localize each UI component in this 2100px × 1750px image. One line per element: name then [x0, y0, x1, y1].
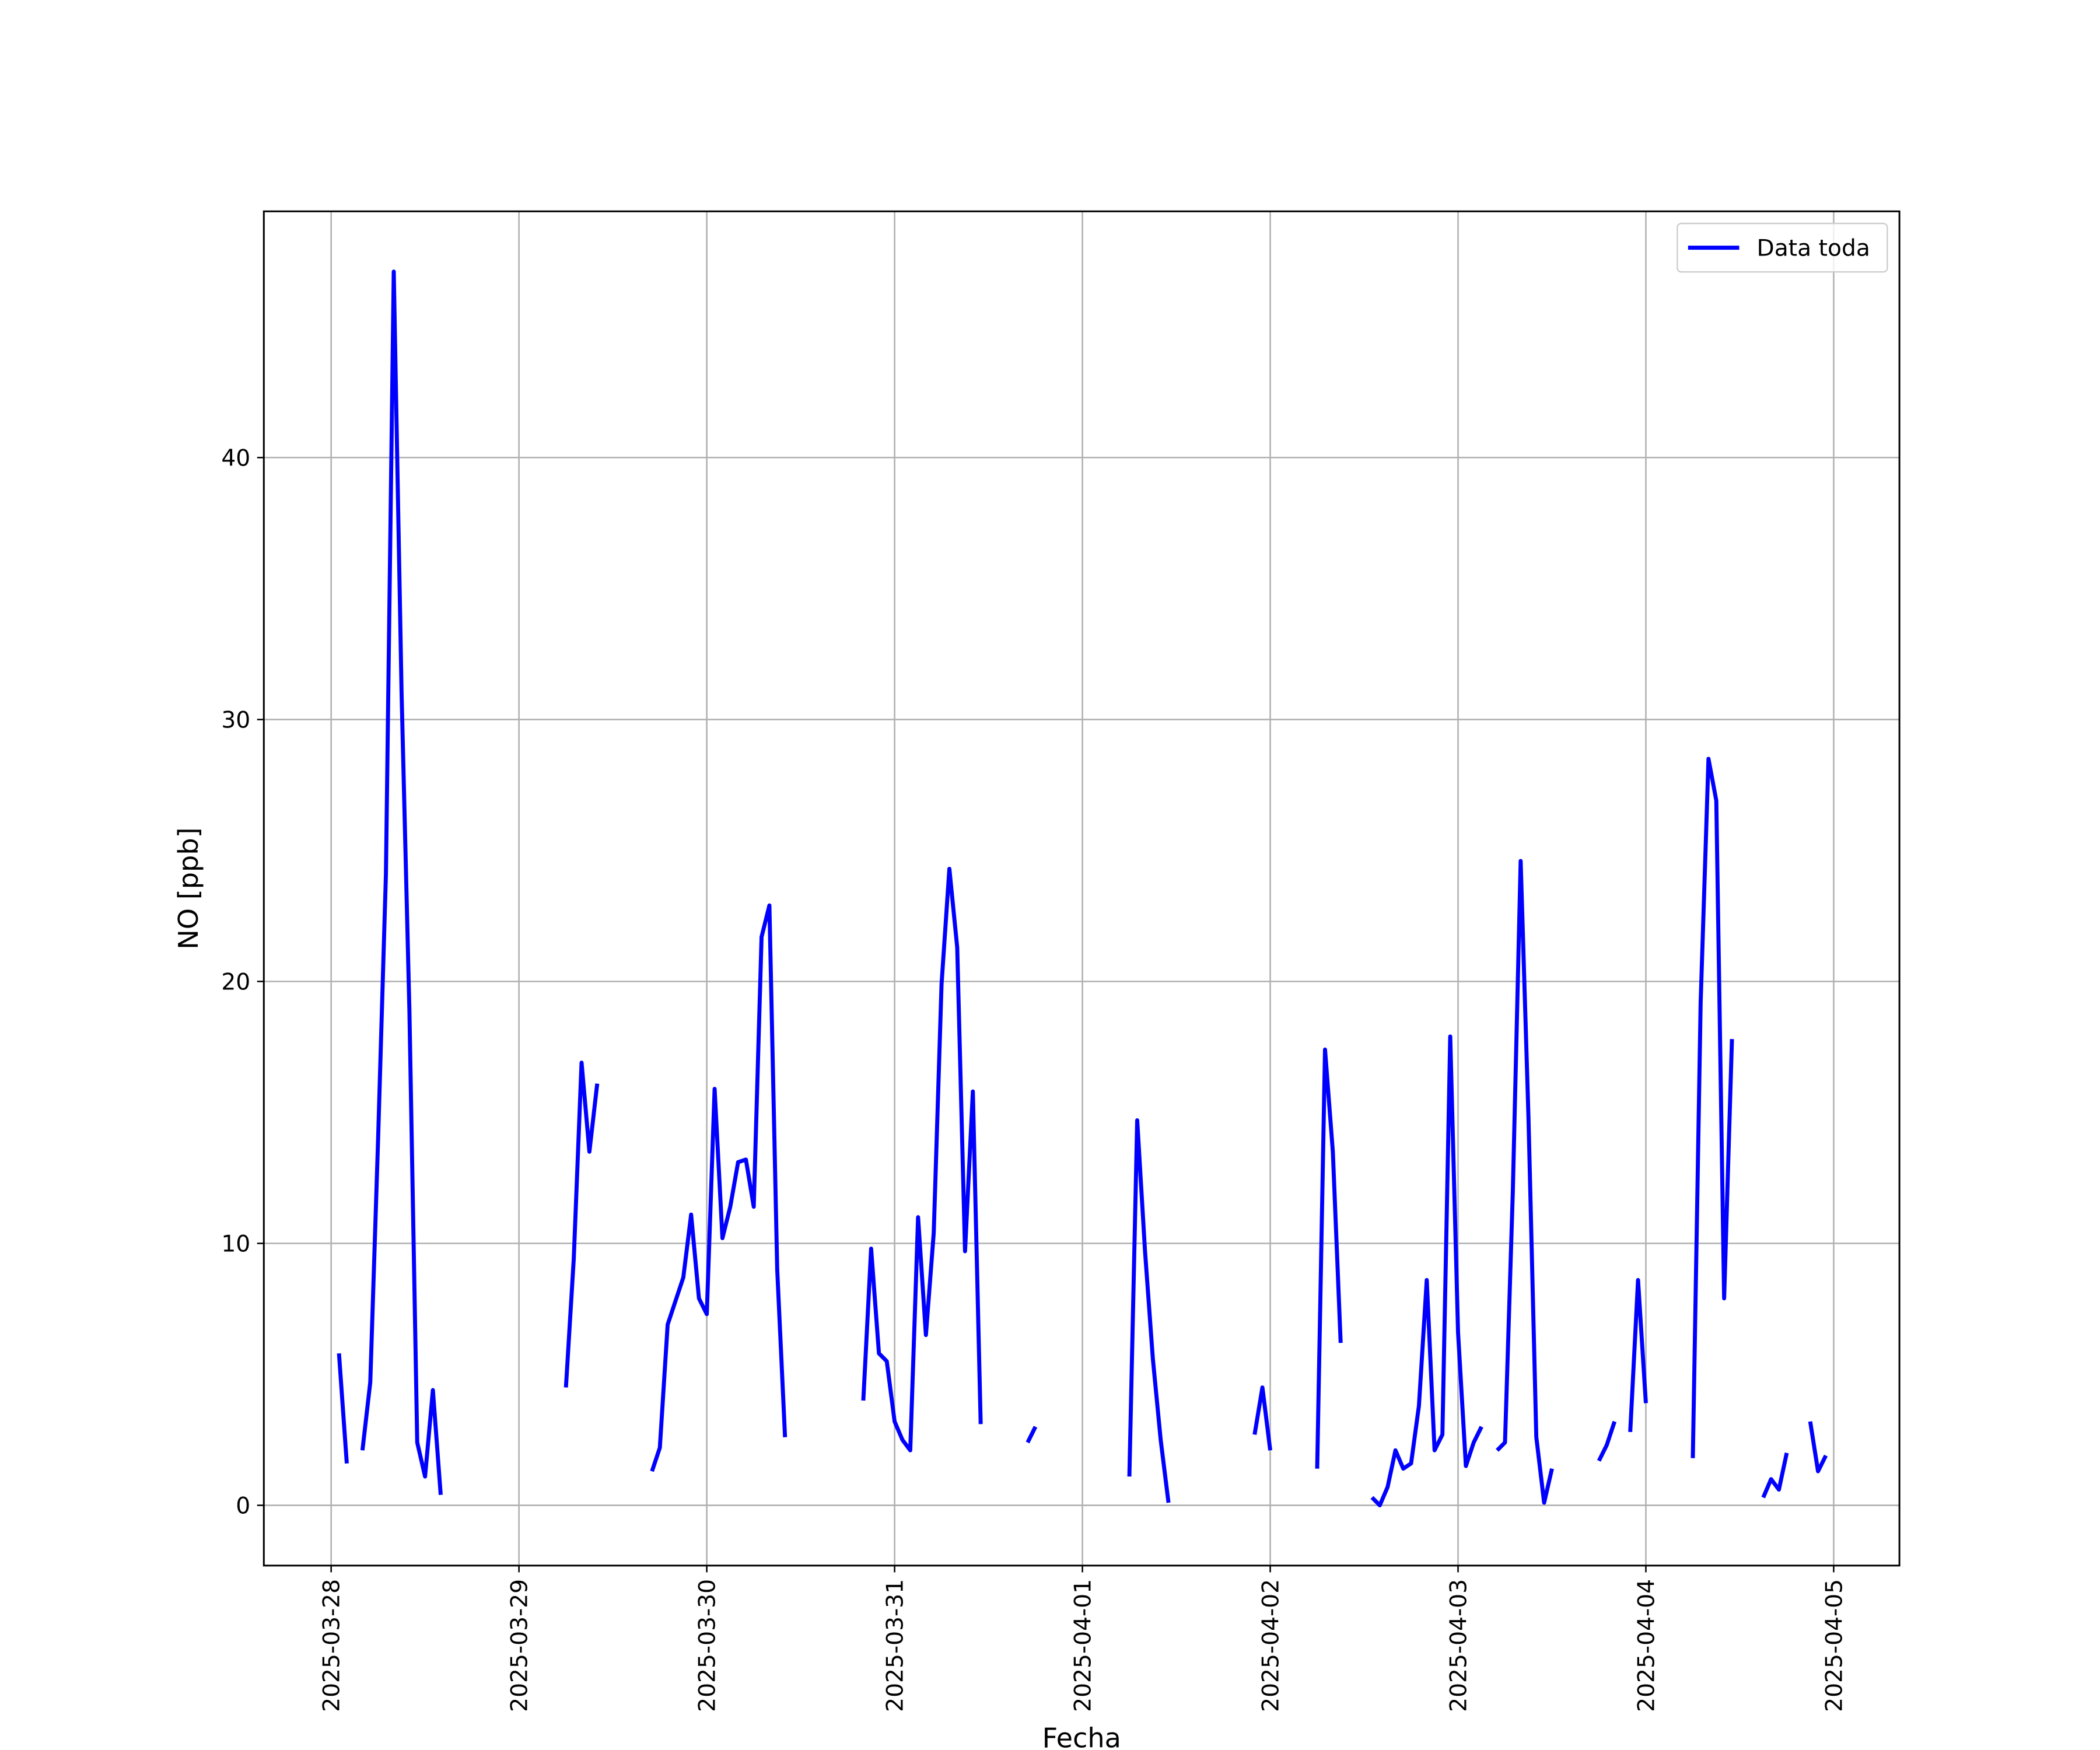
- y-tick-label: 20: [221, 969, 250, 995]
- plot: [337, 270, 1828, 1508]
- y-tick-label: 0: [236, 1493, 250, 1519]
- x-axis-label: Fecha: [1042, 1722, 1121, 1750]
- y-tick-label: 30: [221, 707, 250, 733]
- grid: [264, 211, 1900, 1566]
- legend-label: Data toda: [1757, 235, 1870, 261]
- y-tick-label: 10: [221, 1231, 250, 1257]
- legend-box: [1676, 222, 1888, 273]
- x-tick-label: 2025-04-03: [1446, 1579, 1472, 1712]
- x-tick-label: 2025-03-28: [319, 1579, 345, 1712]
- x-tick-label: 2025-04-01: [1070, 1579, 1096, 1712]
- x-tick-label: 2025-04-05: [1821, 1579, 1847, 1712]
- x-tick-label: 2025-04-02: [1258, 1579, 1284, 1712]
- x-tick-label: 2025-03-30: [694, 1579, 720, 1712]
- x-tick-label: 2025-04-04: [1633, 1579, 1660, 1712]
- x-tick-label: 2025-03-29: [507, 1579, 533, 1712]
- y-tick-label: 40: [221, 445, 250, 471]
- data-line: [337, 270, 1828, 1508]
- y-axis-label: NO [ppb]: [173, 827, 204, 949]
- plot-frame: [262, 210, 1901, 1567]
- x-tick-label: 2025-03-31: [882, 1579, 908, 1712]
